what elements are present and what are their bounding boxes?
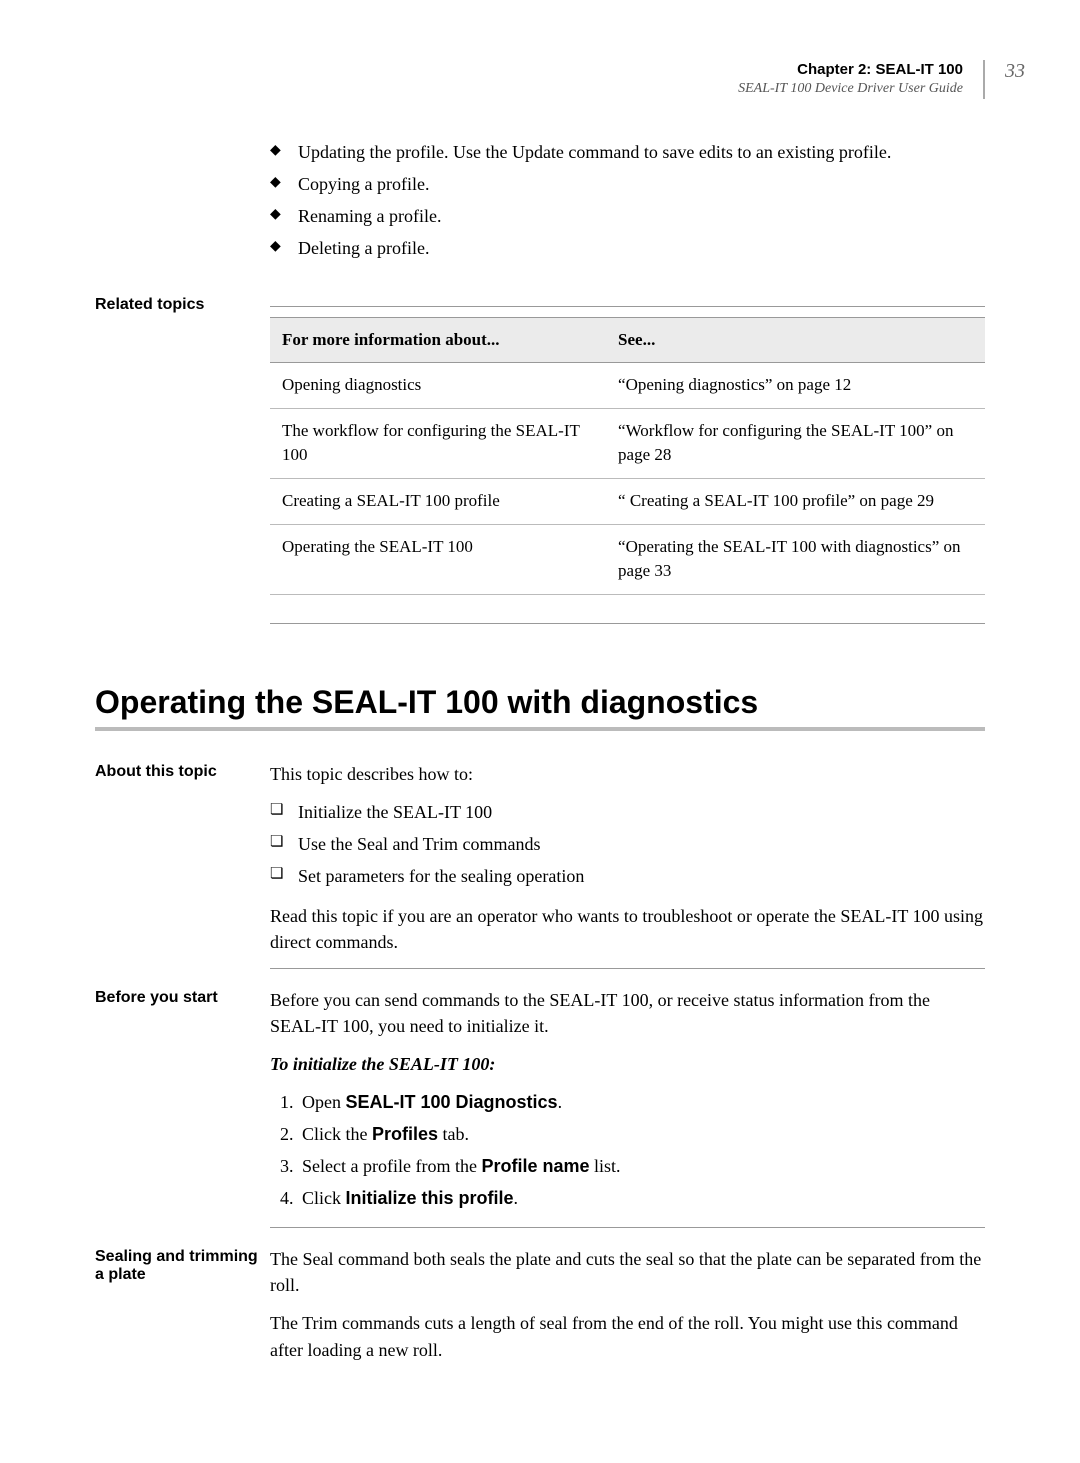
step-text: Click <box>302 1188 346 1208</box>
step-item: Click Initialize this profile. <box>298 1185 985 1211</box>
about-row: About this topic This topic describes ho… <box>95 761 985 979</box>
table-header-row: For more information about... See... <box>270 317 985 363</box>
sealing-p1: The Seal command both seals the plate an… <box>270 1246 985 1298</box>
sealing-p2: The Trim commands cuts a length of seal … <box>270 1310 985 1362</box>
step-text: list. <box>589 1156 620 1176</box>
cell: “Workflow for configuring the SEAL-IT 10… <box>606 408 985 478</box>
related-topics-label: Related topics <box>95 294 270 634</box>
about-items: Initialize the SEAL-IT 100 Use the Seal … <box>270 799 985 889</box>
step-text: Click the <box>302 1124 372 1144</box>
reference-table: For more information about... See... Ope… <box>270 317 985 595</box>
sealing-content: The Seal command both seals the plate an… <box>270 1246 985 1374</box>
intro-bullets-row: Updating the profile. Use the Update com… <box>95 139 985 285</box>
ui-term: Profiles <box>372 1124 438 1144</box>
list-item: Updating the profile. Use the Update com… <box>298 139 985 165</box>
step-text: Select a profile from the <box>302 1156 481 1176</box>
before-content: Before you can send commands to the SEAL… <box>270 987 985 1239</box>
step-item: Open SEAL-IT 100 Diagnostics. <box>298 1089 985 1115</box>
ui-term: Initialize this profile <box>346 1188 514 1208</box>
table-row: The workflow for configuring the SEAL-IT… <box>270 408 985 478</box>
header-text: Chapter 2: SEAL-IT 100 SEAL-IT 100 Devic… <box>738 60 985 99</box>
intro-bullets-content: Updating the profile. Use the Update com… <box>270 139 985 285</box>
list-item: Initialize the SEAL-IT 100 <box>298 799 985 825</box>
divider <box>270 306 985 307</box>
divider <box>270 968 985 969</box>
col-header: See... <box>606 317 985 363</box>
about-label: About this topic <box>95 761 270 979</box>
cell: “Operating the SEAL-IT 100 with diagnost… <box>606 524 985 594</box>
step-text: . <box>558 1092 563 1112</box>
table-row: Creating a SEAL-IT 100 profile “ Creatin… <box>270 479 985 525</box>
guide-title: SEAL-IT 100 Device Driver User Guide <box>738 80 963 99</box>
section-rule <box>95 727 985 731</box>
before-label: Before you start <box>95 987 270 1239</box>
initialize-steps: Open SEAL-IT 100 Diagnostics. Click the … <box>270 1089 985 1211</box>
empty-side <box>95 139 270 285</box>
step-text: tab. <box>438 1124 469 1144</box>
related-topics-row: Related topics For more information abou… <box>95 294 985 634</box>
cell: Opening diagnostics <box>270 363 606 409</box>
cell: Operating the SEAL-IT 100 <box>270 524 606 594</box>
list-item: Copying a profile. <box>298 171 985 197</box>
cell: “Opening diagnostics” on page 12 <box>606 363 985 409</box>
sealing-row: Sealing and trimming a plate The Seal co… <box>95 1246 985 1374</box>
page-number: 33 <box>1005 60 1025 83</box>
document-page: Chapter 2: SEAL-IT 100 SEAL-IT 100 Devic… <box>0 0 1080 1463</box>
about-outro: Read this topic if you are an operator w… <box>270 903 985 955</box>
list-item: Deleting a profile. <box>298 235 985 261</box>
divider <box>270 623 985 624</box>
step-item: Click the Profiles tab. <box>298 1121 985 1147</box>
about-content: This topic describes how to: Initialize … <box>270 761 985 979</box>
before-row: Before you start Before you can send com… <box>95 987 985 1239</box>
cell: The workflow for configuring the SEAL-IT… <box>270 408 606 478</box>
profile-actions-list: Updating the profile. Use the Update com… <box>270 139 985 261</box>
before-intro: Before you can send commands to the SEAL… <box>270 987 985 1039</box>
ui-term: Profile name <box>481 1156 589 1176</box>
related-topics-content: For more information about... See... Ope… <box>270 294 985 634</box>
step-text: Open <box>302 1092 346 1112</box>
about-intro: This topic describes how to: <box>270 761 985 787</box>
section-heading: Operating the SEAL-IT 100 with diagnosti… <box>95 684 985 721</box>
step-item: Select a profile from the Profile name l… <box>298 1153 985 1179</box>
step-text: . <box>514 1188 519 1208</box>
col-header: For more information about... <box>270 317 606 363</box>
cell: Creating a SEAL-IT 100 profile <box>270 479 606 525</box>
table-row: Opening diagnostics “Opening diagnostics… <box>270 363 985 409</box>
ui-term: SEAL-IT 100 Diagnostics <box>346 1092 558 1112</box>
list-item: Renaming a profile. <box>298 203 985 229</box>
table-row: Operating the SEAL-IT 100 “Operating the… <box>270 524 985 594</box>
list-item: Set parameters for the sealing operation <box>298 863 985 889</box>
sealing-label: Sealing and trimming a plate <box>95 1246 270 1374</box>
list-item: Use the Seal and Trim commands <box>298 831 985 857</box>
page-header: Chapter 2: SEAL-IT 100 SEAL-IT 100 Devic… <box>95 60 985 99</box>
cell: “ Creating a SEAL-IT 100 profile” on pag… <box>606 479 985 525</box>
chapter-title: Chapter 2: SEAL-IT 100 <box>738 60 963 80</box>
divider <box>270 1227 985 1228</box>
procedure-subhead: To initialize the SEAL-IT 100: <box>270 1051 985 1077</box>
